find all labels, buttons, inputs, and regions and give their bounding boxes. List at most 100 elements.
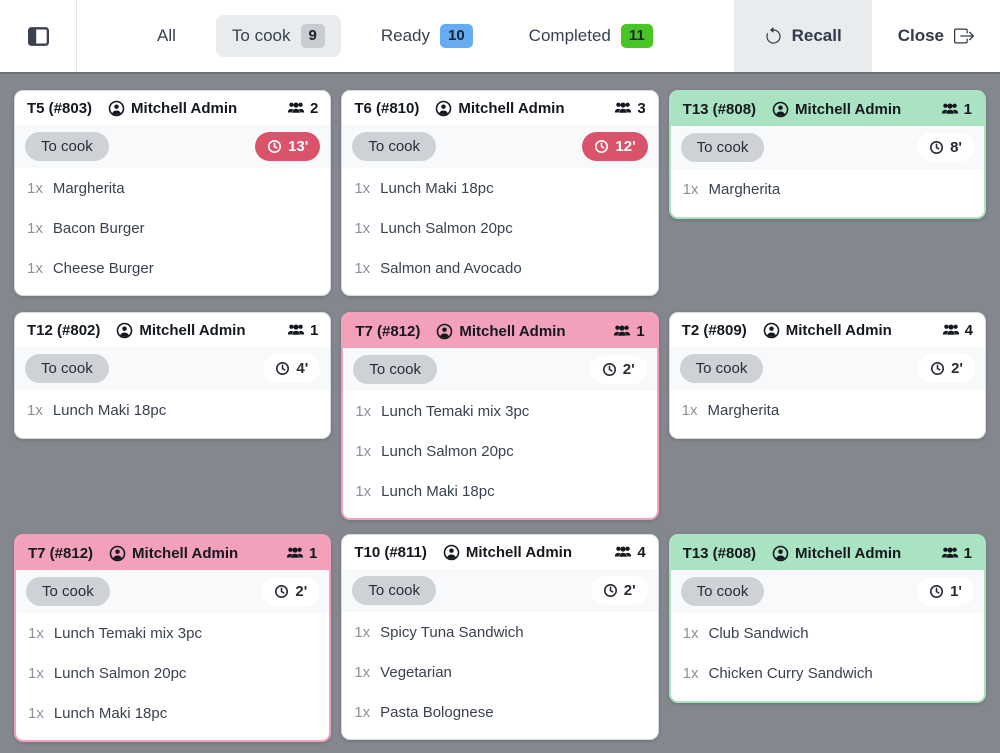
order-line: 1x Bacon Burger (15, 210, 330, 250)
order-card[interactable]: T10 (#811) Mitchell Admin (341, 534, 659, 741)
table-label: T13 (#808) (682, 100, 757, 118)
tab-to-cook[interactable]: To cook 9 (215, 15, 341, 57)
order-line-qty: 1x (27, 219, 43, 237)
order-line: 1x Lunch Salmon 20pc (343, 433, 656, 473)
order-lines: 1x Lunch Maki 18pc 1x Lunch Salmon 20pc … (342, 168, 657, 295)
order-line-qty: 1x (28, 625, 44, 642)
tab-completed[interactable]: Completed 11 (513, 15, 669, 57)
order-line: 1x Club Sandwich (671, 615, 984, 655)
recall-button[interactable]: Recall (733, 0, 872, 72)
order-line-name: Vegetarian (380, 663, 452, 681)
status-badge: To cook (25, 354, 109, 383)
order-line: 1x Pasta Bolognese (342, 694, 657, 734)
order-line: 1x Margherita (671, 171, 984, 211)
guest-count-value: 4 (637, 543, 646, 561)
order-card[interactable]: T6 (#810) Mitchell Admin (341, 90, 659, 297)
order-line-name: Lunch Salmon 20pc (380, 219, 513, 237)
order-line: 1x Cheese Burger (15, 250, 330, 290)
order-card[interactable]: T7 (#812) Mitchell Admin (14, 534, 332, 743)
sidebar-toggle-button[interactable] (21, 19, 56, 54)
order-card-header: T12 (#802) Mitchell Admin (15, 313, 331, 347)
close-button[interactable]: Close (871, 0, 1000, 72)
clock-icon (274, 584, 289, 599)
server-name: Mitchell Admin (132, 544, 239, 562)
elapsed-time-badge: 2' (590, 576, 648, 605)
tab-label: All (157, 26, 176, 45)
status-badge: To cook (679, 354, 764, 383)
order-line-qty: 1x (27, 402, 43, 419)
table-label: T13 (#808) (682, 544, 757, 562)
order-line-name: Chicken Curry Sandwich (708, 664, 873, 682)
tab-all[interactable]: All (141, 17, 192, 55)
guest-count: 1 (287, 321, 318, 339)
order-lines: 1x Lunch Temaki mix 3pc 1x Lunch Salmon … (343, 391, 656, 518)
order-line-qty: 1x (354, 703, 371, 721)
order-line-qty: 1x (28, 704, 44, 722)
people-group-icon (941, 100, 959, 118)
guest-count: 3 (614, 99, 646, 117)
table-label: T5 (#803) (27, 99, 93, 117)
elapsed-time-badge: 2' (589, 355, 647, 384)
status-row: To cook 12' (342, 125, 658, 168)
order-line-name: Salmon and Avocado (380, 259, 522, 277)
order-line-qty: 1x (354, 624, 371, 641)
order-lines: 1x Margherita 1x Bacon Burger 1x Cheese … (15, 168, 330, 295)
status-badge: To cook (353, 355, 438, 384)
order-line: 1x Lunch Maki 18pc (342, 170, 657, 210)
order-lines: 1x Lunch Temaki mix 3pc 1x Lunch Salmon … (16, 613, 329, 740)
topbar-spacer (669, 0, 734, 72)
elapsed-time-badge: 8' (917, 133, 974, 162)
table-label: T10 (#811) (354, 543, 427, 561)
order-card[interactable]: T7 (#812) Mitchell Admin (341, 312, 659, 521)
tab-label: To cook (231, 26, 291, 45)
order-line: 1x Margherita (670, 392, 985, 432)
order-lines: 1x Margherita (671, 169, 984, 217)
order-card[interactable]: T2 (#809) Mitchell Admin (668, 312, 986, 439)
order-card[interactable]: T13 (#808) Mitchell Admin (668, 90, 986, 219)
order-line: 1x Lunch Temaki mix 3pc (16, 615, 329, 655)
person-circle-icon (772, 545, 789, 562)
elapsed-time-value: 2' (623, 582, 636, 599)
sidebar-toggle-area (0, 0, 77, 72)
clock-icon (594, 139, 609, 154)
status-badge: To cook (25, 132, 109, 161)
order-lines: 1x Spicy Tuna Sandwich 1x Vegetarian 1x … (342, 612, 657, 739)
topbar: All To cook 9 Ready 10 Completed 11 Reca… (0, 0, 1000, 74)
people-group-icon (942, 321, 960, 339)
order-card-header: T6 (#810) Mitchell Admin (342, 91, 658, 125)
tab-count-badge: 11 (620, 24, 653, 48)
order-card-header: T10 (#811) Mitchell Admin (342, 535, 658, 569)
people-group-icon (614, 543, 632, 561)
orders-board: T5 (#803) Mitchell Admin (0, 74, 1000, 753)
order-line-name: Lunch Temaki mix 3pc (53, 625, 202, 642)
table-label: T12 (#802) (27, 321, 101, 339)
order-card[interactable]: T13 (#808) Mitchell Admin (668, 534, 986, 703)
order-line-name: Spicy Tuna Sandwich (380, 624, 524, 641)
status-badge: To cook (352, 132, 437, 161)
people-group-icon (614, 99, 632, 117)
guest-count: 4 (942, 321, 973, 339)
clock-icon (929, 140, 944, 155)
order-lines: 1x Margherita (670, 390, 985, 438)
status-row: To cook 1' (670, 570, 984, 613)
order-line-name: Lunch Maki 18pc (52, 402, 167, 419)
tab-count-badge: 10 (439, 24, 473, 48)
guest-count-value: 1 (963, 544, 972, 562)
order-line: 1x Lunch Maki 18pc (16, 695, 329, 735)
status-row: To cook 13' (15, 125, 331, 168)
order-line-name: Bacon Burger (52, 219, 145, 237)
order-line-qty: 1x (355, 403, 372, 420)
tab-label: Ready (380, 26, 430, 45)
server-name: Mitchell Admin (131, 99, 238, 117)
order-card[interactable]: T5 (#803) Mitchell Admin (14, 90, 332, 297)
order-line-name: Lunch Salmon 20pc (381, 442, 514, 460)
arrow-counterclockwise-icon (764, 26, 783, 46)
server-info: Mitchell Admin (116, 322, 246, 339)
tab-ready[interactable]: Ready 10 (365, 15, 489, 57)
order-line-qty: 1x (27, 180, 43, 197)
order-card-header: T13 (#808) Mitchell Admin (670, 92, 984, 126)
order-line-name: Margherita (708, 181, 781, 198)
elapsed-time-value: 12' (615, 138, 636, 155)
order-card[interactable]: T12 (#802) Mitchell Admin (14, 312, 332, 439)
order-lines: 1x Club Sandwich 1x Chicken Curry Sandwi… (671, 613, 984, 701)
